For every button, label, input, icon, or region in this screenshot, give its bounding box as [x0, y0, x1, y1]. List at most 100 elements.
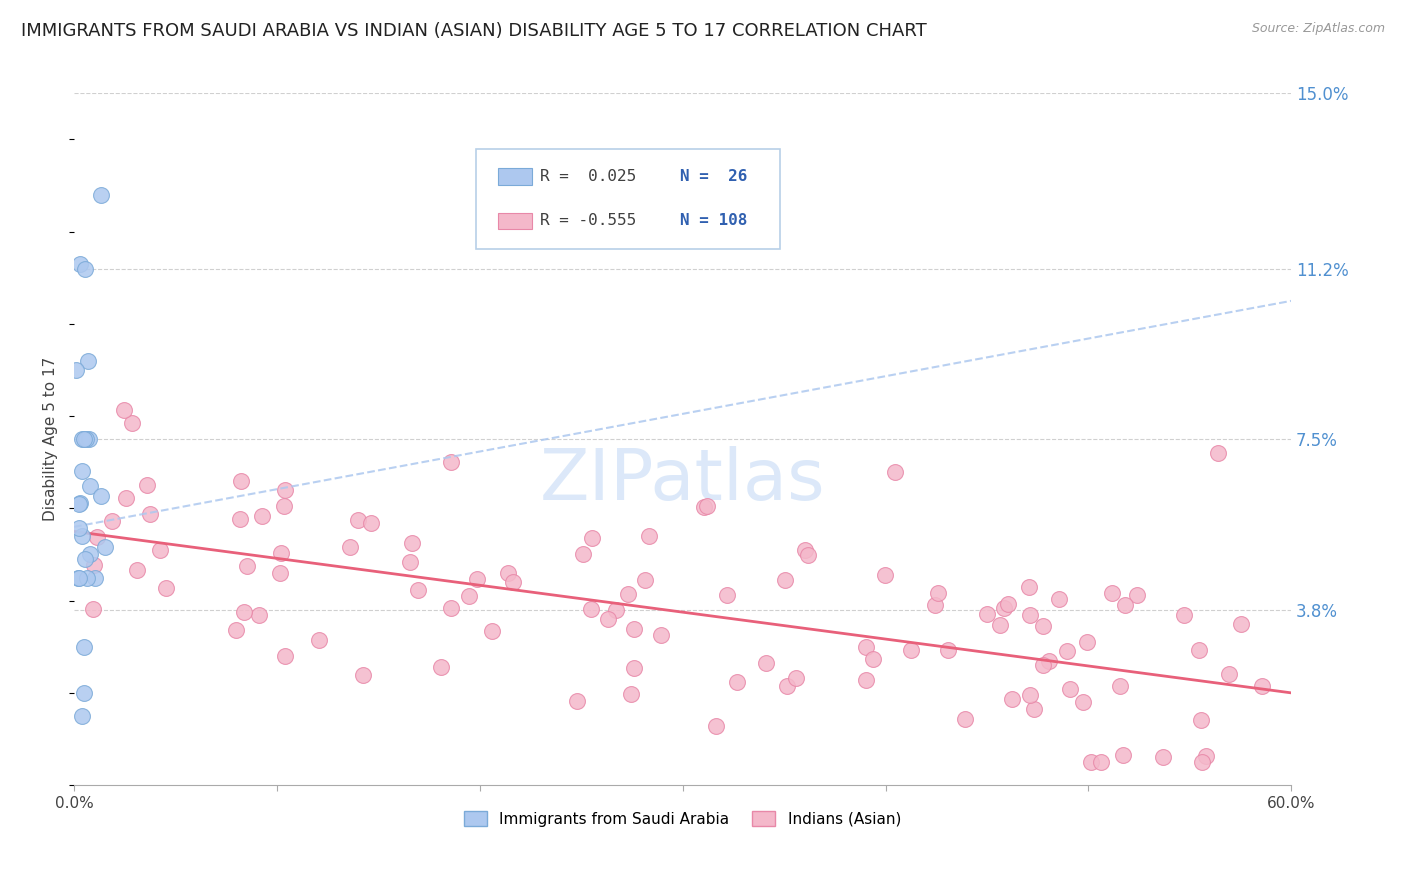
Text: N =  26: N = 26 [681, 169, 748, 185]
Point [1038, 654, 1060, 668]
Point [70, 529, 93, 543]
Point [716, 588, 738, 602]
Text: Source: ZipAtlas.com: Source: ZipAtlas.com [1251, 22, 1385, 36]
Point [232, 605, 254, 619]
Point [352, 668, 374, 682]
Point [79, 547, 101, 561]
Point [988, 618, 1011, 632]
Point [976, 607, 998, 621]
Point [73, 640, 96, 654]
Point [69, 496, 91, 510]
Point [440, 455, 463, 469]
Point [1090, 755, 1112, 769]
Point [1251, 680, 1274, 694]
Point [634, 573, 657, 587]
Point [605, 603, 627, 617]
Point [115, 491, 138, 506]
Point [429, 660, 451, 674]
Point [776, 679, 799, 693]
Text: R =  0.025: R = 0.025 [540, 169, 637, 185]
Point [75, 432, 97, 446]
Point [121, 416, 143, 430]
Point [1189, 713, 1212, 727]
Bar [498, 169, 533, 186]
Point [155, 581, 177, 595]
Point [617, 587, 640, 601]
Point [1218, 666, 1240, 681]
Point [953, 712, 976, 726]
Point [83, 571, 105, 585]
Point [408, 583, 430, 598]
Point [1108, 679, 1130, 693]
Point [83, 558, 105, 572]
Point [1195, 749, 1218, 764]
Point [229, 512, 252, 526]
Point [755, 656, 778, 670]
Point [637, 529, 659, 543]
Point [598, 612, 620, 626]
FancyBboxPatch shape [475, 149, 780, 249]
Point [565, 693, 588, 707]
Point [572, 547, 595, 561]
Point [273, 499, 295, 513]
Point [401, 536, 423, 550]
Point [360, 516, 382, 530]
Point [1114, 598, 1136, 612]
Point [308, 632, 330, 647]
Point [136, 478, 159, 492]
Point [725, 675, 748, 690]
Point [76, 571, 98, 585]
Point [225, 624, 247, 638]
Point [1024, 702, 1046, 716]
Point [82, 601, 104, 615]
Point [70, 464, 93, 478]
Point [900, 643, 922, 657]
Point [794, 543, 817, 558]
Point [1018, 580, 1040, 594]
Point [67, 498, 90, 512]
Point [90, 187, 112, 202]
Point [1018, 688, 1040, 702]
Point [936, 643, 959, 657]
Point [855, 673, 877, 687]
Text: R = -0.555: R = -0.555 [540, 213, 637, 228]
Point [862, 652, 884, 666]
Point [1032, 619, 1054, 633]
Point [693, 500, 716, 515]
Point [1071, 696, 1094, 710]
Text: ZIPatlas: ZIPatlas [540, 446, 825, 516]
Point [623, 623, 645, 637]
Point [620, 687, 643, 701]
Text: IMMIGRANTS FROM SAUDI ARABIA VS INDIAN (ASIAN) DISABILITY AGE 5 TO 17 CORRELATIO: IMMIGRANTS FROM SAUDI ARABIA VS INDIAN (… [21, 22, 927, 40]
Point [997, 598, 1019, 612]
Point [581, 531, 603, 545]
Point [502, 575, 524, 590]
Point [467, 572, 489, 586]
Point [1152, 750, 1174, 764]
Point [250, 509, 273, 524]
Point [439, 601, 461, 615]
Point [1001, 692, 1024, 706]
Point [75, 552, 97, 566]
Point [77, 354, 100, 368]
Point [1059, 682, 1081, 697]
Point [73, 261, 96, 276]
Point [79, 479, 101, 493]
Point [69, 257, 91, 271]
Point [1191, 755, 1213, 769]
Point [1019, 607, 1042, 622]
Point [90, 490, 112, 504]
Point [785, 672, 807, 686]
Point [796, 548, 818, 562]
Point [79, 432, 101, 446]
Point [247, 608, 270, 623]
Point [696, 499, 718, 513]
Point [1101, 586, 1123, 600]
Point [67, 571, 90, 585]
Point [875, 568, 897, 582]
Point [623, 661, 645, 675]
Point [73, 686, 96, 700]
Text: N = 108: N = 108 [681, 213, 748, 228]
Point [1126, 588, 1149, 602]
Point [458, 589, 481, 603]
